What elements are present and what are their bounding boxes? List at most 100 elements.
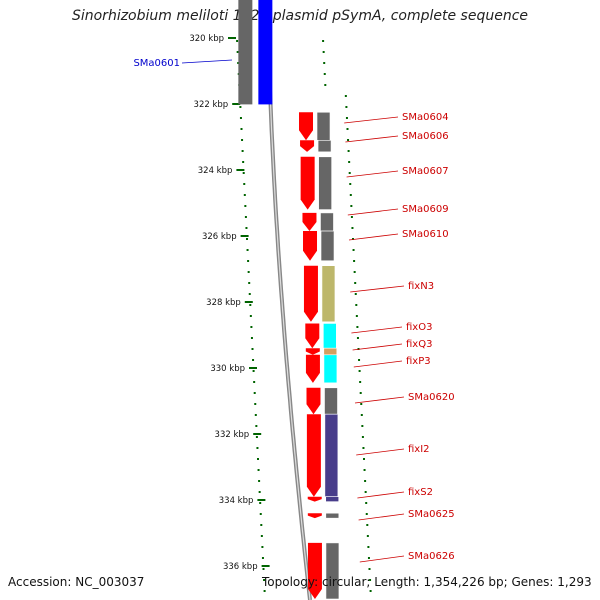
forward-cog-block xyxy=(323,354,338,384)
forward-cog-block xyxy=(316,111,331,141)
summary-text: Topology: circular; Length: 1,354,226 bp… xyxy=(262,575,592,589)
guide-dot xyxy=(322,40,325,42)
guide-dot xyxy=(260,524,263,526)
guide-dot xyxy=(355,304,358,306)
guide-dot xyxy=(364,491,367,493)
forward-cog-block xyxy=(325,496,340,502)
reverse-cds-block xyxy=(238,0,253,105)
guide-dot xyxy=(353,271,356,273)
guide-dot xyxy=(366,524,369,526)
guide-dot xyxy=(322,51,325,53)
forward-cds-arrow xyxy=(303,231,318,261)
label-leader xyxy=(353,360,403,368)
kbp-tick-label: 320 kbp xyxy=(189,34,224,44)
guide-dot xyxy=(244,205,247,207)
forward-cds-arrow xyxy=(299,112,314,141)
guide-dot xyxy=(241,139,244,141)
genes-layer xyxy=(238,0,340,600)
guide-dot xyxy=(249,315,252,317)
forward-cog-block xyxy=(317,140,332,153)
backbone-inner xyxy=(267,0,311,600)
guide-dot xyxy=(261,557,264,559)
gene-label: fixQ3 xyxy=(406,339,432,350)
guide-dot xyxy=(323,62,326,64)
guide-dot xyxy=(243,194,246,196)
guide-dot xyxy=(262,568,265,570)
gene-label: SMa0606 xyxy=(402,131,449,142)
guide-dot xyxy=(364,480,367,482)
gene-label: fixN3 xyxy=(408,281,434,292)
guide-dot xyxy=(348,161,351,163)
forward-cds-arrow xyxy=(307,513,322,519)
guide-dot xyxy=(361,425,364,427)
forward-cds-arrow xyxy=(300,140,315,152)
guide-dot xyxy=(248,282,251,284)
gene-label: SMa0601 xyxy=(133,58,180,69)
guide-dot xyxy=(242,172,245,174)
gene-label: SMa0626 xyxy=(408,551,455,562)
guide-dot xyxy=(239,117,242,119)
guide-dot xyxy=(250,337,253,339)
guide-dot xyxy=(253,392,256,394)
labels-layer: SMa0601 SMa0604 SMa0606 SMa0607 SMa0609 SMa06… xyxy=(133,58,455,563)
accession-text: Accession: NC_003037 xyxy=(8,575,145,589)
guide-dot xyxy=(351,227,354,229)
forward-cds-arrow xyxy=(303,265,318,322)
guide-dot xyxy=(350,205,353,207)
guide-dot xyxy=(361,436,364,438)
label-leader xyxy=(354,396,405,404)
guide-dot xyxy=(263,590,266,592)
guide-dot xyxy=(365,513,368,515)
guide-dot xyxy=(358,359,361,361)
forward-cog-block xyxy=(324,413,339,498)
forward-cog-block xyxy=(324,387,338,415)
forward-cog-block xyxy=(320,212,334,232)
guide-dot xyxy=(360,414,363,416)
map-title: Sinorhizobium meliloti 1021 plasmid pSym… xyxy=(71,8,529,24)
guide-dot xyxy=(362,447,365,449)
guide-dot xyxy=(241,150,244,152)
guide-dot xyxy=(257,469,260,471)
guide-dot xyxy=(367,557,370,559)
forward-cds-arrow xyxy=(305,348,320,355)
guide-dot xyxy=(356,326,359,328)
guide-dot xyxy=(344,95,347,97)
guide-dot xyxy=(244,216,247,218)
guide-dot xyxy=(252,370,255,372)
forward-cog-block xyxy=(325,542,340,600)
guide-dot xyxy=(242,161,245,163)
label-leader xyxy=(358,513,405,521)
forward-cog-block xyxy=(321,265,336,323)
guide-dot xyxy=(256,447,259,449)
gene-label: SMa0607 xyxy=(402,166,449,177)
guide-dot xyxy=(249,304,252,306)
guide-dot xyxy=(356,337,359,339)
guide-dot xyxy=(359,381,362,383)
label-leader xyxy=(350,285,405,293)
gene-label: SMa0609 xyxy=(402,204,449,215)
forward-cds-arrow xyxy=(307,542,322,599)
guide-dot xyxy=(358,370,361,372)
guide-dot xyxy=(355,315,358,317)
gene-label: SMa0620 xyxy=(408,392,455,403)
guide-dot xyxy=(360,403,363,405)
guide-dot xyxy=(236,51,239,53)
guide-dot xyxy=(257,458,259,460)
guide-dot xyxy=(369,590,372,592)
gene-label: SMa0625 xyxy=(408,509,455,520)
kbp-tick-label: 322 kbp xyxy=(194,100,229,110)
guide-dot xyxy=(363,458,365,460)
guide-dot xyxy=(363,469,366,471)
label-leader xyxy=(357,491,405,499)
guide-dot xyxy=(365,502,368,504)
label-leader xyxy=(346,170,399,178)
kbp-tick-label: 326 kbp xyxy=(202,232,237,242)
forward-cds-arrow xyxy=(302,212,317,232)
forward-cds-arrow xyxy=(300,156,315,210)
reverse-cog-block xyxy=(258,0,273,105)
gene-label: fixO3 xyxy=(406,322,432,333)
guide-dot xyxy=(259,502,262,504)
backbone-layer xyxy=(266,0,312,600)
guide-dot xyxy=(349,194,352,196)
label-leader xyxy=(345,135,399,143)
